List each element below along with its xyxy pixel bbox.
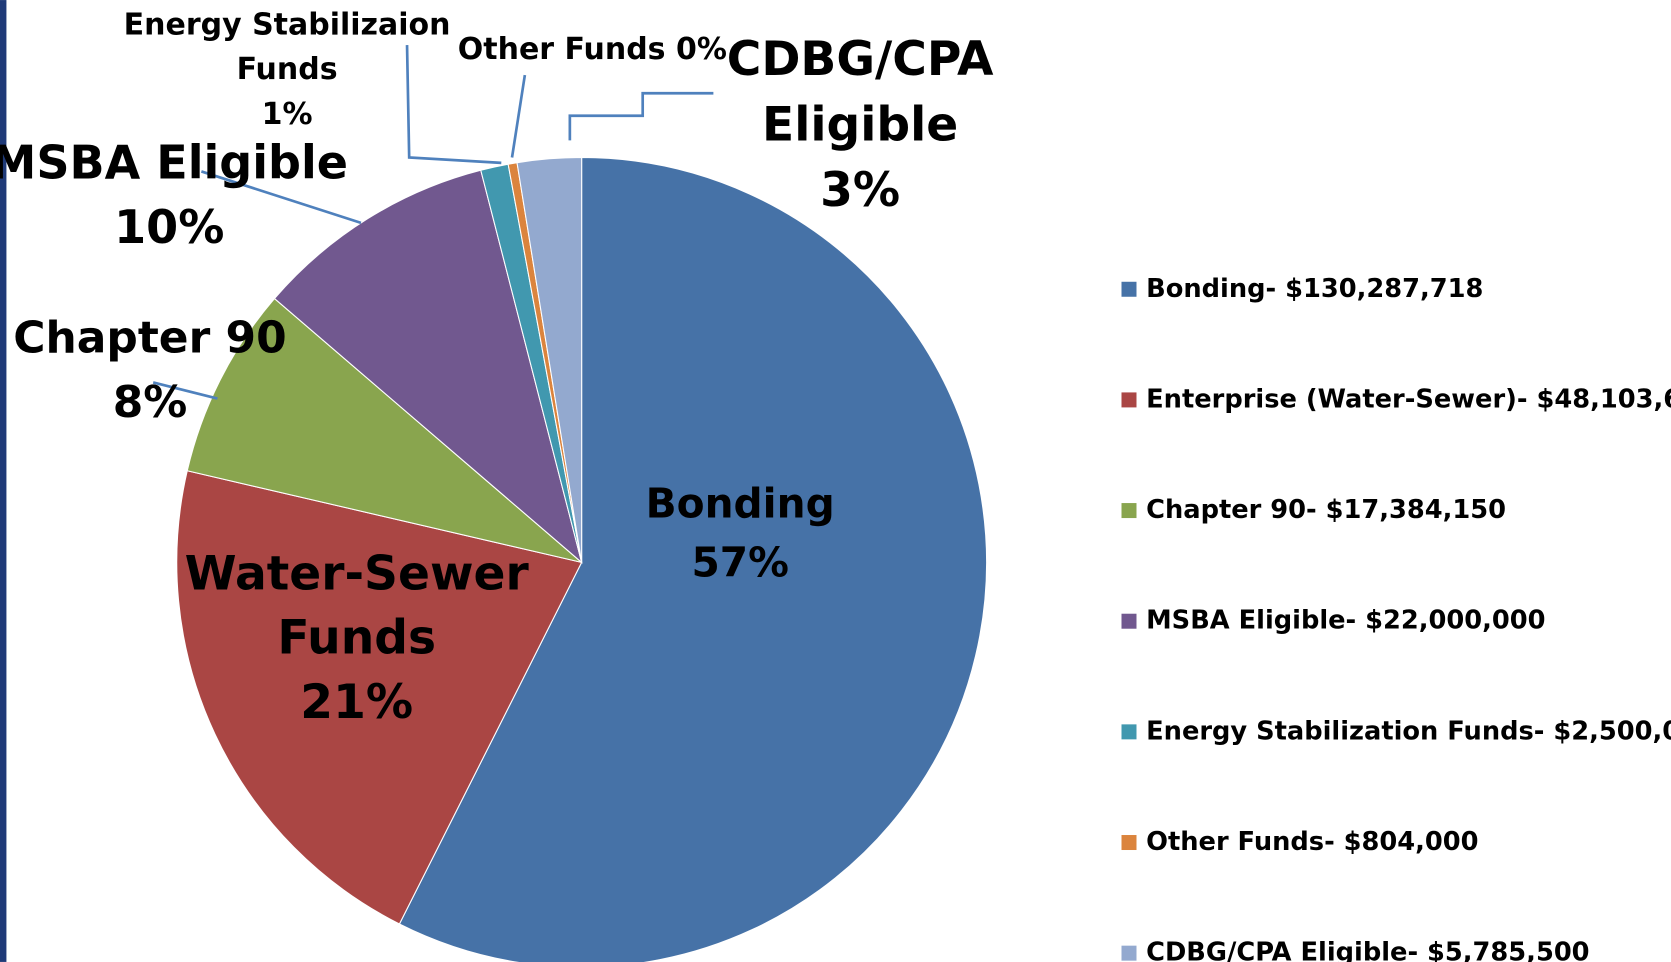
legend-swatch (1121, 724, 1137, 740)
slice-label: Bonding (646, 480, 835, 528)
legend-label: Bonding- $130,287,718 (1146, 274, 1483, 304)
slice-label: 10% (114, 200, 224, 254)
legend-swatch (1121, 835, 1137, 851)
slice-label: Chapter 90 (13, 313, 286, 364)
slice-label: 8% (113, 377, 188, 428)
side-stripe (0, 0, 7, 962)
legend-label: CDBG/CPA Eligible- $5,785,500 (1146, 938, 1589, 962)
slice-label: Energy Stabilizaion (124, 7, 451, 42)
pie-slice (273, 169, 583, 564)
slice-label: Eligible (762, 98, 958, 153)
legend-swatch (1121, 392, 1137, 408)
legend-label: Other Funds- $804,000 (1146, 827, 1478, 857)
slice-label: 1% (262, 97, 313, 132)
slice-label: Other Funds 0% (458, 32, 727, 67)
legend-label: Chapter 90- $17,384,150 (1146, 495, 1506, 525)
leader-line (510, 74, 527, 158)
leader-line (568, 91, 714, 141)
slice-label: Funds (277, 611, 436, 666)
slice-label: Funds (237, 52, 338, 87)
legend-label: MSBA Eligible- $22,000,000 (1146, 606, 1545, 636)
pie (176, 156, 988, 962)
pie-slice (398, 156, 988, 962)
slice-label: 21% (300, 675, 413, 730)
pie-slice (186, 297, 582, 563)
pie-slice (176, 470, 583, 925)
slice-label: CDBG/CPA (727, 32, 994, 87)
slice-label: Water-Sewer (185, 546, 530, 601)
leader-line (405, 45, 502, 165)
legend-swatch (1121, 281, 1137, 297)
slice-label: MSBA Eligible (0, 136, 348, 190)
legend-swatch (1121, 945, 1137, 961)
legend-label: Enterprise (Water-Sewer)- $48,103,690 (1146, 384, 1671, 414)
leader-line (152, 381, 218, 400)
legend-swatch (1121, 613, 1137, 629)
pie-slice (516, 156, 583, 563)
slice-label: 3% (820, 163, 900, 218)
legend-swatch (1121, 503, 1137, 519)
leader-line (200, 170, 362, 225)
legend-label: Energy Stabilization Funds- $2,500,000 (1146, 716, 1671, 746)
slice-label: 57% (691, 539, 788, 587)
